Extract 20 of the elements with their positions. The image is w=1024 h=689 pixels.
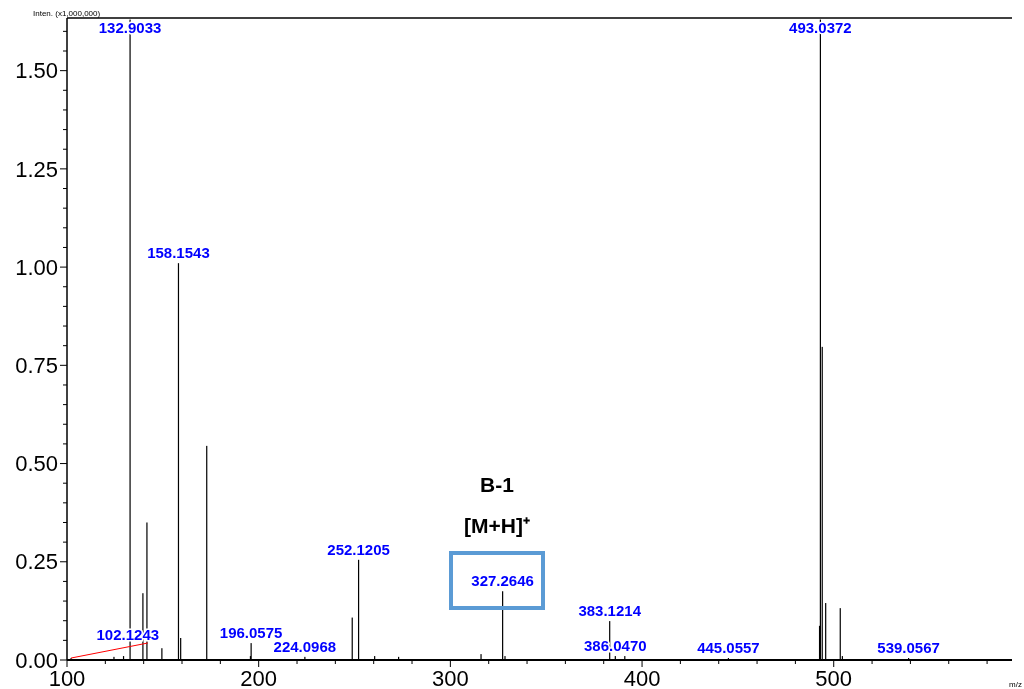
y-tick-label: 1.50 [15, 58, 58, 84]
y-tick-label: 0.50 [15, 451, 58, 477]
annotation: B-1 [480, 473, 515, 496]
x-tick-label: 300 [432, 666, 469, 689]
annotation: [M+H]⁺ [464, 514, 530, 537]
annotation: 383.1214 [578, 602, 642, 620]
x-tick-label: 400 [623, 666, 661, 689]
y-axis-title: Inten. (x1,000,000) [33, 9, 101, 18]
x-axis-title: m/z [1009, 680, 1022, 689]
y-tick-label: 1.25 [15, 156, 58, 182]
annotation: 327.2646 [471, 572, 534, 590]
y-tick-label: 0.75 [15, 353, 58, 379]
annotation: 539.0567 [877, 639, 940, 657]
annotation: 445.0557 [697, 639, 760, 657]
x-tick-label: 500 [815, 666, 853, 689]
y-tick-label: 1.00 [15, 254, 58, 280]
annotation: 252.1205 [327, 540, 390, 558]
x-tick-label: 200 [240, 666, 278, 689]
annotation: 158.1543 [147, 244, 210, 262]
y-tick-label: 0.25 [15, 549, 58, 575]
